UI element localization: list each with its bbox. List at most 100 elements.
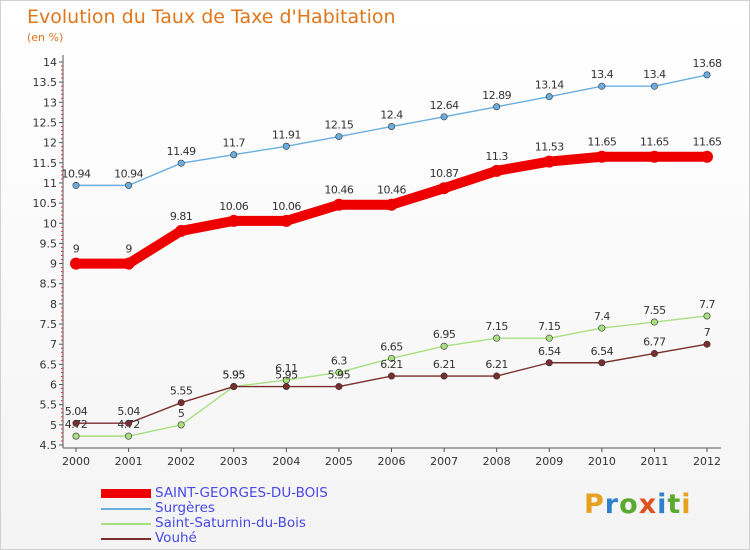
legend-swatch	[101, 522, 151, 525]
data-point	[598, 324, 606, 332]
data-label: 9	[125, 243, 132, 256]
x-tick-label: 2011	[640, 455, 668, 468]
chart-subtitle: (en %)	[27, 31, 64, 44]
y-tick-label: 12	[43, 137, 57, 150]
y-tick-label: 7.5	[40, 318, 58, 331]
data-point	[598, 82, 606, 90]
data-label: 6.3	[331, 354, 347, 367]
y-tick-label: 12.5	[33, 116, 58, 129]
data-point	[230, 151, 238, 159]
data-label: 6.77	[643, 335, 666, 348]
legend-label: SAINT-GEORGES-DU-BOIS	[155, 485, 328, 501]
x-tick-label: 2005	[325, 455, 353, 468]
legend-item: Surgères	[101, 501, 328, 516]
data-label: 6.65	[380, 340, 403, 353]
x-tick-label: 2007	[430, 455, 458, 468]
data-label: 11.65	[693, 136, 722, 149]
data-point	[72, 181, 80, 189]
data-label: 7.7	[699, 298, 715, 311]
data-label: 12.64	[430, 99, 459, 112]
data-label: 11.7	[223, 137, 246, 150]
data-point	[703, 312, 711, 320]
data-point	[175, 224, 188, 237]
legend-item: SAINT-GEORGES-DU-BOIS	[101, 486, 328, 501]
data-label: 12.15	[324, 119, 353, 132]
data-point	[387, 354, 395, 362]
data-label: 10.06	[219, 200, 248, 213]
data-label: 11.65	[640, 136, 669, 149]
data-label: 11.53	[535, 141, 564, 154]
data-point	[72, 419, 80, 427]
data-point	[701, 150, 713, 163]
legend-swatch	[101, 507, 151, 510]
data-label: 13.14	[535, 79, 564, 92]
data-label: 12.89	[482, 89, 511, 102]
data-label: 5.95	[223, 369, 246, 382]
y-tick-label: 11	[43, 177, 57, 190]
y-tick-label: 6.5	[40, 358, 58, 371]
data-point	[387, 372, 395, 380]
data-label: 12.4	[380, 109, 403, 122]
data-label: 7	[704, 326, 711, 339]
data-label: 6.21	[380, 358, 403, 371]
y-tick-label: 8	[50, 298, 57, 311]
y-tick-label: 5	[50, 419, 57, 432]
x-tick-label: 2000	[62, 455, 90, 468]
legend-label: Vouhé	[155, 530, 197, 546]
data-point	[282, 142, 290, 150]
data-label: 10.06	[272, 200, 301, 213]
data-point	[490, 164, 503, 177]
logo-letter: o	[619, 489, 639, 520]
x-tick-label: 2009	[535, 455, 563, 468]
data-label: 10.94	[62, 167, 91, 180]
data-point	[598, 359, 606, 367]
data-point	[438, 182, 451, 195]
y-tick-label: 13.5	[33, 76, 58, 89]
y-tick-label: 10.5	[33, 197, 58, 210]
data-point	[125, 181, 133, 189]
data-point	[440, 342, 448, 350]
data-label: 10.46	[324, 184, 353, 197]
data-point	[385, 198, 398, 211]
legend-item: Vouhé	[101, 531, 328, 546]
series-line	[75, 74, 708, 187]
y-tick-label: 4.5	[40, 439, 58, 452]
data-point	[703, 71, 711, 79]
x-tick-label: 2001	[115, 455, 143, 468]
x-tick-label: 2008	[483, 455, 511, 468]
data-point	[545, 93, 553, 101]
data-point	[440, 372, 448, 380]
y-tick-label: 10	[43, 217, 57, 230]
logo-letter: P	[584, 489, 605, 520]
data-label: 5.55	[170, 385, 193, 398]
data-label: 10.46	[377, 184, 406, 197]
data-label: 13.4	[591, 68, 614, 81]
data-point	[650, 349, 658, 357]
data-point	[177, 421, 185, 429]
data-point	[650, 318, 658, 326]
y-tick-label: 6	[50, 379, 57, 392]
y-tick-label: 9	[50, 258, 57, 271]
line-chart: 4.5 5 5.5 6 6.5 7 7.5 8 8.5 9 9.5 10 10.5 11 11.5 12 12.…	[33, 55, 722, 468]
data-label: 7.4	[594, 310, 610, 323]
data-point	[72, 432, 80, 440]
data-point	[543, 155, 556, 168]
logo-letter: i	[657, 489, 668, 520]
logo-letter: t	[667, 489, 682, 520]
data-point	[595, 150, 608, 163]
legend-swatch	[101, 537, 151, 540]
y-tick-label: 7	[50, 338, 57, 351]
y-tick-label: 13	[43, 96, 57, 109]
data-label: 11.49	[167, 145, 196, 158]
chart-title: Evolution du Taux de Taxe d'Habitation	[27, 6, 396, 28]
data-label: 5	[178, 407, 185, 420]
data-label: 6.11	[275, 362, 298, 375]
proxiti-logo: Proxiti	[584, 489, 692, 520]
data-point	[282, 383, 290, 391]
data-point	[332, 198, 345, 211]
data-point	[493, 334, 501, 342]
y-tick-label: 11.5	[33, 157, 58, 170]
data-label: 6.21	[433, 358, 456, 371]
data-label: 6.21	[485, 358, 508, 371]
data-point	[650, 82, 658, 90]
